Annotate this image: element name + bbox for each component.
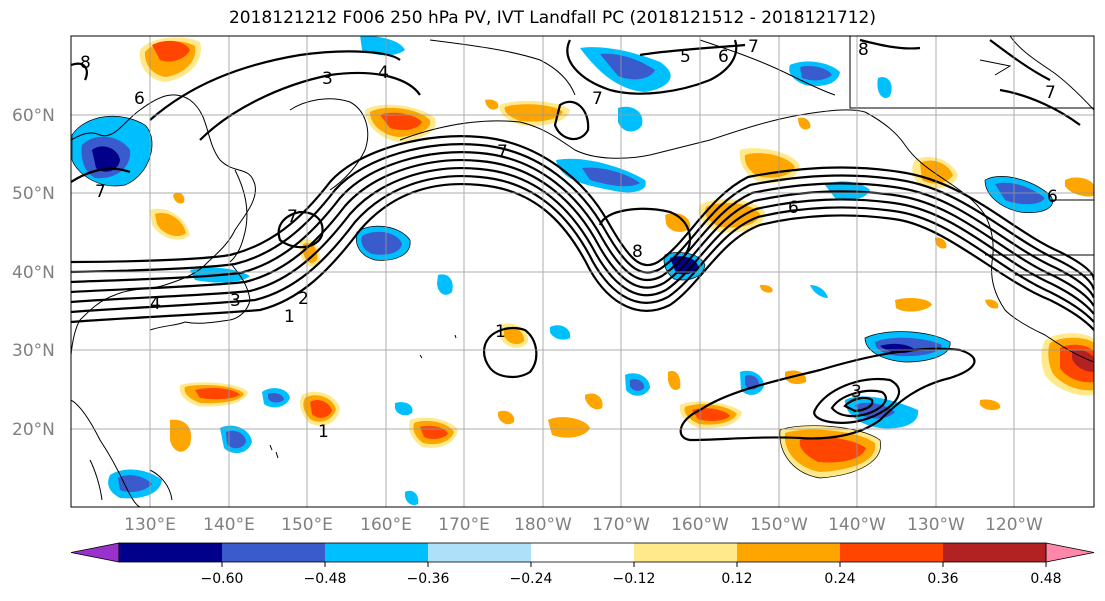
lon-label: 130°E: [124, 515, 176, 535]
colorbar-tick-label: 0.24: [824, 571, 855, 587]
lat-label: 60°N: [12, 106, 55, 126]
contour-label: 7: [497, 142, 508, 162]
lon-label: 160°W: [671, 515, 729, 535]
lat-label: 40°N: [12, 263, 55, 283]
colorbar-frame: [118, 542, 1047, 563]
pv-contours: [71, 38, 1094, 442]
contour-label: 3: [851, 382, 862, 402]
lon-label: 170°E: [438, 515, 490, 535]
colorbar-segment: [840, 543, 944, 562]
contour-label: 6: [718, 47, 729, 67]
contour-label: 4: [378, 63, 389, 83]
lon-label: 140°W: [828, 515, 886, 535]
colorbar-segment: [634, 543, 738, 562]
contour-label: 3: [230, 291, 241, 311]
latitude-labels: 60°N 50°N 40°N 30°N 20°N: [12, 106, 55, 440]
lon-label: 180°W: [514, 515, 572, 535]
contour-label: 5: [680, 47, 691, 67]
contour-label: 2: [298, 289, 309, 309]
contour-labels: 3 4 5 6 7 7 8 6 8 7 6 7 7 4 3 2 1 7 3 1 …: [80, 37, 1058, 442]
lon-label: 150°W: [750, 515, 808, 535]
colorbar-tick-label: −0.36: [407, 571, 450, 587]
contour-label: 7: [748, 37, 759, 57]
lon-label: 150°E: [281, 515, 333, 535]
colorbar-tick-label: 0.12: [721, 571, 752, 587]
contour-label: 6: [1047, 187, 1058, 207]
map-frame: [70, 35, 1095, 508]
contour-label: 7: [95, 182, 106, 202]
lon-label: 160°E: [360, 515, 412, 535]
contour-label: 1: [284, 307, 295, 327]
lon-label: 170°W: [592, 515, 650, 535]
lon-label: 120°W: [985, 515, 1043, 535]
lat-label: 20°N: [12, 420, 55, 440]
lon-label: 130°W: [907, 515, 965, 535]
contour-label: 6: [134, 89, 145, 109]
contour-label: 6: [788, 198, 799, 218]
contour-label: 7: [592, 89, 603, 109]
contour-label: 3: [322, 69, 333, 89]
colorbar-tick-label: −0.60: [201, 571, 244, 587]
map-content: 3 4 5 6 7 7 8 6 8 7 6 7 7 4 3 2 1 7 3 1 …: [71, 36, 1094, 507]
colorbar-segment: [222, 543, 326, 562]
colorbar-tick-label: −0.24: [510, 571, 553, 587]
contour-label: 7: [287, 207, 298, 227]
colorbar-tick-label: 0.48: [1030, 571, 1061, 587]
lat-label: 50°N: [12, 184, 55, 204]
colorbar-extend-max: [1045, 542, 1095, 563]
figure-title: 2018121212 F006 250 hPa PV, IVT Landfall…: [228, 8, 876, 28]
contour-label: 1: [318, 422, 329, 442]
colorbar-segment: [531, 543, 635, 562]
lon-label: 140°E: [203, 515, 255, 535]
lat-label: 30°N: [12, 341, 55, 361]
colorbar-segment: [737, 543, 841, 562]
contour-label: 8: [858, 40, 869, 60]
contour-label: 7: [1045, 83, 1056, 103]
contour-label: 8: [632, 242, 643, 262]
colorbar-tick-label: −0.48: [304, 571, 347, 587]
contour-label: 1: [495, 322, 506, 342]
colorbar-segment: [119, 543, 223, 562]
contour-label: 4: [150, 294, 161, 314]
colorbar-tick-label: 0.36: [927, 571, 958, 587]
colorbar-segment: [325, 543, 429, 562]
contour-label: 8: [80, 53, 91, 73]
colorbar-tick-label: −0.12: [613, 571, 656, 587]
colorbar-segment: [428, 543, 532, 562]
colorbar: −0.60 −0.48 −0.36 −0.24 −0.12 0.12 0.24 0.36 0.4…: [70, 542, 1095, 587]
gridlines: [71, 36, 1094, 507]
colorbar-extend-min: [70, 542, 120, 563]
colorbar-segment: [943, 543, 1047, 562]
longitude-labels: 130°E 140°E 150°E 160°E 170°E 180°W 170°…: [124, 515, 1043, 535]
